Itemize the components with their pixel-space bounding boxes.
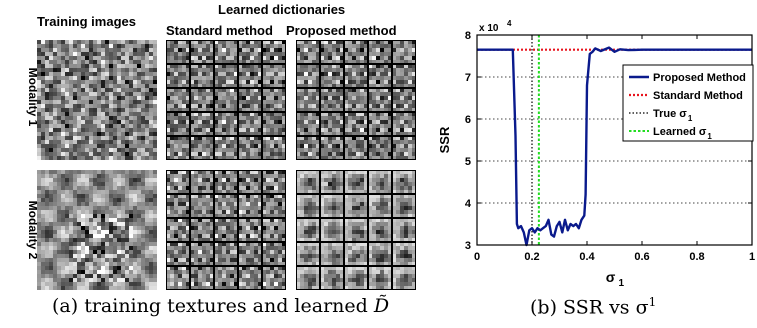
proposed-dictionary-modality-1 xyxy=(296,40,416,160)
x-axis-label: σ xyxy=(606,269,616,285)
caption-b-text: (b) SSR vs σ xyxy=(530,296,649,319)
legend-label-sub-2: 1 xyxy=(688,114,693,123)
legend-label-2: True σ xyxy=(653,108,687,120)
x-tick-label-0: 0 xyxy=(474,251,480,263)
y-tick-label-3: 6 xyxy=(465,114,471,126)
y-multiplier-exp: 4 xyxy=(507,19,512,28)
y-tick-label-0: 3 xyxy=(465,240,471,252)
training-image-modality-1 xyxy=(37,40,157,160)
header-proposed-method: Proposed method xyxy=(286,23,397,38)
caption-b-sup: 1 xyxy=(648,295,657,309)
legend-label-sub-3: 1 xyxy=(707,132,712,141)
caption-a-text: (a) training textures and learned xyxy=(52,295,374,317)
y-tick-label-4: 7 xyxy=(465,72,471,84)
y-multiplier: x 10 xyxy=(479,23,499,34)
y-tick-label-5: 8 xyxy=(465,30,471,42)
header-learned-dictionaries: Learned dictionaries xyxy=(218,2,346,17)
legend-label-1: Standard Method xyxy=(653,90,743,102)
legend-label-0: Proposed Method xyxy=(653,72,746,84)
x-tick-label-2: 0.4 xyxy=(579,251,595,263)
y-tick-label-2: 5 xyxy=(465,156,471,168)
caption-a: (a) training textures and learned D̃ xyxy=(52,295,389,317)
x-tick-label-3: 0.6 xyxy=(634,251,649,263)
standard-dictionary-modality-1 xyxy=(166,40,286,160)
x-tick-label-5: 1 xyxy=(749,251,755,263)
caption-b: (b) SSR vs σ1 xyxy=(530,295,656,318)
training-image-modality-2 xyxy=(37,170,157,290)
legend-label-3: Learned σ xyxy=(653,126,707,138)
x-tick-label-1: 0.2 xyxy=(524,251,539,263)
series-proposed-method xyxy=(477,46,752,247)
y-tick-label-1: 4 xyxy=(465,198,472,210)
proposed-dictionary-modality-2 xyxy=(296,170,416,290)
x-axis-label-sub: 1 xyxy=(619,278,625,289)
y-axis-label: SSR xyxy=(437,126,452,153)
x-tick-label-4: 0.8 xyxy=(689,251,704,263)
standard-dictionary-modality-2 xyxy=(166,170,286,290)
caption-a-symbol: D̃ xyxy=(373,295,390,317)
header-training-images: Training images xyxy=(37,14,136,29)
header-standard-method: Standard method xyxy=(166,23,273,38)
